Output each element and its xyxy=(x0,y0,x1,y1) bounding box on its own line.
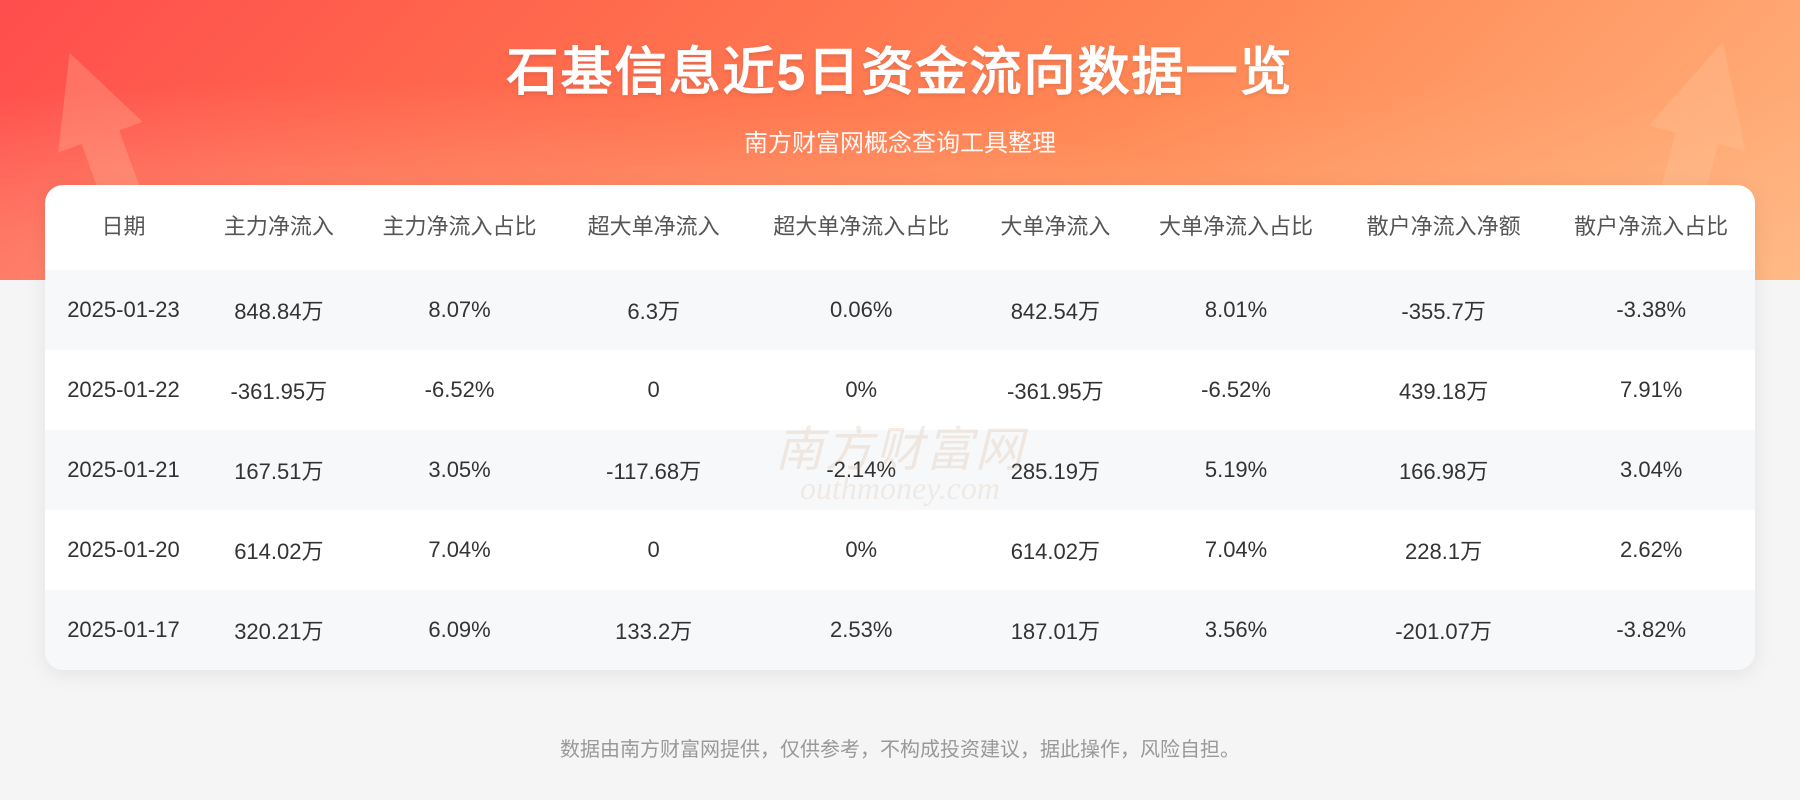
col-main-inflow-pct: 主力净流入占比 xyxy=(356,185,564,270)
table-header-row: 日期 主力净流入 主力净流入占比 超大单净流入 超大单净流入占比 大单净流入 大… xyxy=(45,185,1755,270)
page-title: 石基信息近5日资金流向数据一览 xyxy=(0,30,1800,105)
fund-flow-table: 日期 主力净流入 主力净流入占比 超大单净流入 超大单净流入占比 大单净流入 大… xyxy=(45,185,1755,670)
cell: 7.91% xyxy=(1547,350,1755,430)
cell: -6.52% xyxy=(356,350,564,430)
cell: 2025-01-17 xyxy=(45,590,202,670)
table-row: 2025-01-17 320.21万 6.09% 133.2万 2.53% 18… xyxy=(45,590,1755,670)
cell: -355.7万 xyxy=(1340,270,1548,350)
cell: 7.04% xyxy=(356,510,564,590)
table-row: 2025-01-21 167.51万 3.05% -117.68万 -2.14%… xyxy=(45,430,1755,510)
cell: 187.01万 xyxy=(978,590,1132,670)
col-large-inflow: 大单净流入 xyxy=(978,185,1132,270)
cell: -3.38% xyxy=(1547,270,1755,350)
cell: 439.18万 xyxy=(1340,350,1548,430)
cell: 6.09% xyxy=(356,590,564,670)
table-header: 日期 主力净流入 主力净流入占比 超大单净流入 超大单净流入占比 大单净流入 大… xyxy=(45,185,1755,270)
cell: -2.14% xyxy=(744,430,978,510)
cell: 3.05% xyxy=(356,430,564,510)
header-content: 石基信息近5日资金流向数据一览 南方财富网概念查询工具整理 xyxy=(0,0,1800,158)
cell: 320.21万 xyxy=(202,590,356,670)
cell: -361.95万 xyxy=(202,350,356,430)
col-large-inflow-pct: 大单净流入占比 xyxy=(1132,185,1340,270)
table-row: 2025-01-22 -361.95万 -6.52% 0 0% -361.95万… xyxy=(45,350,1755,430)
cell: 614.02万 xyxy=(202,510,356,590)
cell: 842.54万 xyxy=(978,270,1132,350)
cell: 285.19万 xyxy=(978,430,1132,510)
footer-disclaimer: 数据由南方财富网提供，仅供参考，不构成投资建议，据此操作，风险自担。 xyxy=(0,733,1800,762)
col-date: 日期 xyxy=(45,185,202,270)
col-retail-inflow: 散户净流入净额 xyxy=(1340,185,1548,270)
table-row: 2025-01-23 848.84万 8.07% 6.3万 0.06% 842.… xyxy=(45,270,1755,350)
cell: -3.82% xyxy=(1547,590,1755,670)
cell: 3.04% xyxy=(1547,430,1755,510)
col-xlarge-inflow: 超大单净流入 xyxy=(563,185,744,270)
cell: 614.02万 xyxy=(978,510,1132,590)
table-body: 2025-01-23 848.84万 8.07% 6.3万 0.06% 842.… xyxy=(45,270,1755,670)
col-main-inflow: 主力净流入 xyxy=(202,185,356,270)
cell: 133.2万 xyxy=(563,590,744,670)
cell: 0% xyxy=(744,350,978,430)
cell: 167.51万 xyxy=(202,430,356,510)
cell: -6.52% xyxy=(1132,350,1340,430)
cell: 0 xyxy=(563,350,744,430)
cell: 2025-01-20 xyxy=(45,510,202,590)
col-retail-inflow-pct: 散户净流入占比 xyxy=(1547,185,1755,270)
cell: 2.53% xyxy=(744,590,978,670)
cell: 3.56% xyxy=(1132,590,1340,670)
page-subtitle: 南方财富网概念查询工具整理 xyxy=(0,123,1800,158)
cell: 0% xyxy=(744,510,978,590)
cell: 0 xyxy=(563,510,744,590)
cell: 6.3万 xyxy=(563,270,744,350)
cell: 8.01% xyxy=(1132,270,1340,350)
data-table-container: 日期 主力净流入 主力净流入占比 超大单净流入 超大单净流入占比 大单净流入 大… xyxy=(45,185,1755,670)
cell: 166.98万 xyxy=(1340,430,1548,510)
cell: 2025-01-23 xyxy=(45,270,202,350)
col-xlarge-inflow-pct: 超大单净流入占比 xyxy=(744,185,978,270)
cell: 228.1万 xyxy=(1340,510,1548,590)
cell: -361.95万 xyxy=(978,350,1132,430)
cell: 2025-01-21 xyxy=(45,430,202,510)
cell: 0.06% xyxy=(744,270,978,350)
cell: -201.07万 xyxy=(1340,590,1548,670)
cell: -117.68万 xyxy=(563,430,744,510)
cell: 2.62% xyxy=(1547,510,1755,590)
table-row: 2025-01-20 614.02万 7.04% 0 0% 614.02万 7.… xyxy=(45,510,1755,590)
cell: 8.07% xyxy=(356,270,564,350)
cell: 7.04% xyxy=(1132,510,1340,590)
cell: 5.19% xyxy=(1132,430,1340,510)
cell: 848.84万 xyxy=(202,270,356,350)
cell: 2025-01-22 xyxy=(45,350,202,430)
